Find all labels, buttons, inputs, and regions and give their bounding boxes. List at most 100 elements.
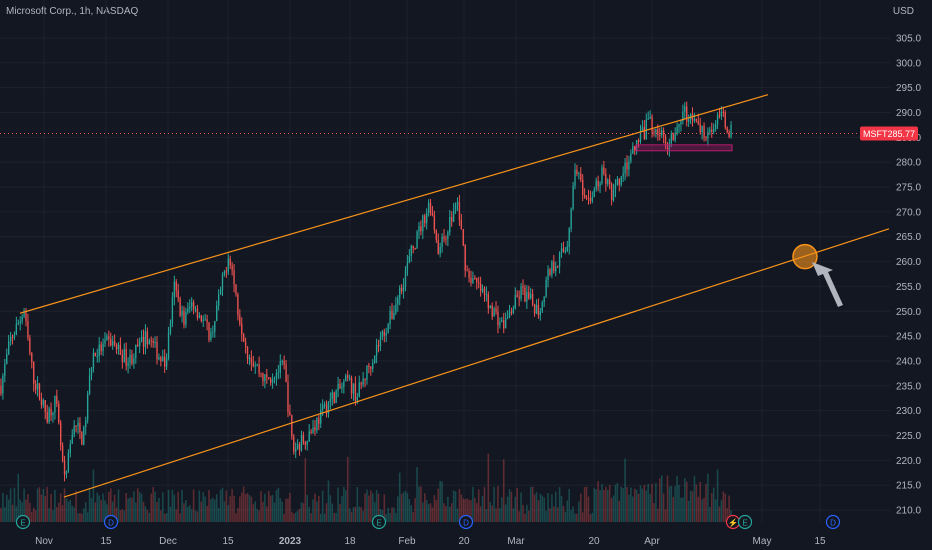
y-tick-label: 220.0	[896, 456, 921, 467]
candle-body	[219, 290, 222, 295]
candle-body	[424, 215, 426, 224]
target-circle[interactable]	[792, 243, 818, 270]
arrow-icon[interactable]	[812, 262, 843, 307]
event-label: D	[463, 519, 469, 528]
volume-bar	[693, 476, 696, 522]
volume-bar	[106, 504, 108, 522]
volume-bar	[491, 505, 493, 522]
volume-bar	[175, 509, 178, 522]
candle-body	[466, 270, 468, 272]
y-tick-label: 300.0	[896, 58, 921, 69]
volume-bar	[568, 488, 570, 522]
volume-bar	[5, 494, 8, 522]
candle-body	[223, 271, 226, 275]
volume-bar	[539, 493, 542, 522]
candle-body	[657, 129, 659, 135]
candle-body	[192, 302, 195, 310]
volume-bar	[687, 500, 690, 522]
candle-body	[206, 319, 208, 323]
candle-body	[451, 216, 453, 222]
earnings-event-icon[interactable]	[737, 514, 753, 530]
candle-body	[321, 404, 324, 411]
volume-bar	[113, 494, 116, 522]
volume-bar	[425, 500, 428, 522]
candle-body	[227, 258, 229, 272]
candle-body	[135, 344, 137, 359]
volume-bar	[281, 501, 283, 522]
lower-channel-line[interactable]	[63, 228, 890, 498]
candle-body	[243, 334, 245, 342]
dividend-event-icon[interactable]	[458, 514, 474, 530]
volume-bar	[651, 483, 653, 522]
candle-body	[416, 231, 418, 249]
candle-body	[160, 357, 162, 362]
y-tick-label: 250.0	[896, 307, 921, 318]
candle-body	[138, 340, 141, 347]
volume-bar	[474, 498, 476, 522]
volume-bar	[726, 508, 728, 522]
volume-bar	[641, 488, 644, 522]
volume-bar	[707, 473, 709, 522]
volume-bar	[427, 504, 430, 522]
volume-bar	[348, 508, 351, 522]
candle-body	[607, 179, 609, 184]
volume-bar	[167, 489, 170, 522]
candle-body	[601, 167, 603, 184]
candle-body	[539, 311, 542, 316]
candle-body	[533, 304, 536, 314]
event-markers[interactable]: E D E D ⚡ E D	[15, 514, 841, 530]
volume-bar	[637, 493, 640, 522]
candle-body	[100, 344, 102, 352]
candle-body	[183, 310, 185, 325]
volume-bar	[219, 489, 222, 522]
price-axis[interactable]: 210.0 215.0 220.0 225.0 230.0 235.0 240.0 245.0…	[896, 34, 921, 517]
upper-channel-line[interactable]	[19, 94, 769, 314]
volume-bar	[246, 493, 249, 522]
candle-body	[441, 236, 443, 247]
drawings[interactable]	[19, 94, 890, 498]
earnings-event-icon[interactable]	[15, 514, 31, 530]
candle-body	[651, 116, 653, 133]
candle-body	[718, 115, 721, 117]
y-tick-label: 275.0	[896, 183, 921, 194]
candle-body	[23, 312, 25, 317]
volume-bar	[510, 491, 513, 522]
volume-bar	[518, 511, 520, 522]
volume-bar	[314, 493, 316, 522]
candle-body	[318, 418, 320, 424]
volume-bar	[522, 504, 524, 522]
dividend-event-icon[interactable]	[825, 514, 841, 530]
dividend-event-icon[interactable]	[103, 514, 119, 530]
candle-body	[198, 315, 201, 318]
volume-bar	[549, 508, 551, 522]
earnings-event-icon[interactable]	[371, 514, 387, 530]
candle-body	[537, 304, 540, 316]
candle-body	[643, 127, 646, 139]
volume-bar	[212, 497, 214, 522]
candle-body	[314, 427, 316, 431]
candle-body	[258, 364, 260, 373]
candle-body	[190, 302, 193, 307]
volume-bar	[551, 494, 553, 522]
candle-body	[244, 341, 247, 347]
candle-body	[34, 383, 37, 390]
volume-bar	[412, 512, 414, 522]
candle-body	[595, 180, 597, 190]
support-zone[interactable]	[635, 144, 733, 152]
candle-body	[714, 124, 717, 130]
candle-body	[150, 340, 152, 342]
candle-body	[250, 357, 253, 364]
time-axis[interactable]: Nov 15 Dec 15 2023 18 Feb 20 Mar 20 Apr May 15	[35, 536, 826, 547]
candle-body	[283, 361, 285, 365]
candle-body	[426, 212, 428, 224]
chart-title: Microsoft Corp., 1h, NASDAQ	[6, 6, 139, 17]
candle-body	[144, 331, 147, 347]
candle-body	[335, 390, 337, 404]
candle-body	[664, 136, 667, 147]
volume-bar	[152, 486, 154, 522]
volume-bar	[554, 491, 557, 522]
candle-body	[327, 402, 330, 414]
candle-body	[433, 215, 436, 231]
candle-body	[427, 202, 430, 213]
